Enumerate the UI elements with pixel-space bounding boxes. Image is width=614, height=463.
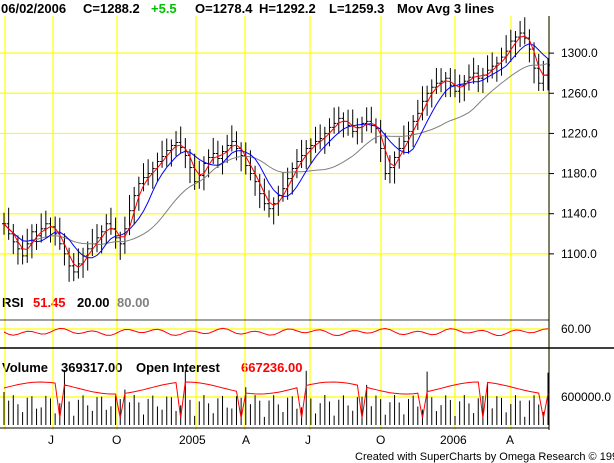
footer-credit: Created with SuperCharts by Omega Resear… bbox=[355, 451, 614, 463]
volume-panel bbox=[3, 370, 549, 425]
rsi-label: RSI bbox=[2, 295, 24, 310]
header-study: Mov Avg 3 lines bbox=[397, 1, 494, 16]
volume-label: Volume bbox=[2, 360, 48, 375]
header-close: C=1288.2 bbox=[83, 1, 140, 16]
ma-slow-line bbox=[3, 62, 549, 246]
rsi-line bbox=[3, 327, 549, 337]
open-interest-line bbox=[3, 381, 549, 419]
volume-axis-label: 600000.0 bbox=[561, 390, 611, 404]
time-axis-label: 2006 bbox=[440, 433, 467, 447]
rsi-upper-level: 80.00 bbox=[117, 295, 150, 310]
time-axis-label: A bbox=[242, 433, 250, 447]
time-axis-label: O bbox=[112, 433, 121, 447]
price-panel bbox=[2, 17, 550, 282]
price-axis-label: 1220.0 bbox=[561, 126, 598, 140]
time-axis-label: J bbox=[305, 433, 311, 447]
price-axis-label: 1140.0 bbox=[561, 207, 597, 221]
price-axis-label: 1300.0 bbox=[561, 46, 598, 60]
price-axis-label: 1100.0 bbox=[561, 247, 597, 261]
open-interest-label: Open Interest bbox=[136, 360, 220, 375]
price-axis-label: 1260.0 bbox=[561, 86, 598, 100]
rsi-lower-level: 20.00 bbox=[77, 295, 110, 310]
rsi-axis-label: 60.00 bbox=[561, 322, 591, 336]
time-axis-label: A bbox=[506, 433, 514, 447]
open-interest-value: 667236.00 bbox=[241, 360, 302, 375]
header-open: O=1278.4 bbox=[195, 1, 253, 16]
time-axis-label: 2005 bbox=[179, 433, 206, 447]
time-axis-label: J bbox=[48, 433, 54, 447]
header-date: 06/02/2006 bbox=[1, 1, 66, 16]
rsi-panel bbox=[3, 327, 549, 337]
rsi-value: 51.45 bbox=[33, 295, 66, 310]
panel-separators bbox=[0, 319, 614, 429]
volume-value: 369317.00 bbox=[61, 360, 122, 375]
axis-labels: 1300.0 1260.0 1220.0 1180.0 1140.0 1100.0 60.0… bbox=[48, 16, 611, 447]
ma-fast-line bbox=[3, 35, 549, 268]
time-axis-label: O bbox=[376, 433, 385, 447]
ma-mid-line bbox=[3, 43, 549, 259]
header-high: H=1292.2 bbox=[259, 1, 316, 16]
price-axis-label: 1180.0 bbox=[561, 167, 597, 181]
header-low: L=1259.3 bbox=[329, 1, 384, 16]
header-change: +5.5 bbox=[151, 1, 177, 16]
